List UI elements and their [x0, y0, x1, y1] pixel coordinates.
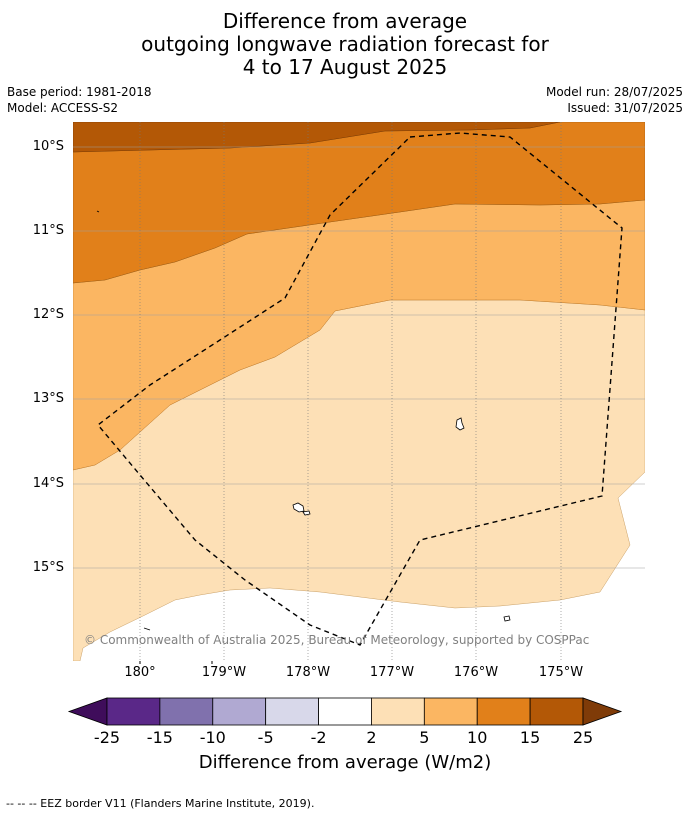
- copyright-notice: © Commonwealth of Australia 2025, Bureau…: [84, 633, 590, 647]
- model-run-text: Model run: 28/07/2025: [545, 85, 683, 99]
- lat-label-14s: 14°S: [32, 476, 64, 491]
- colorbar-tick-label: 10: [467, 728, 488, 747]
- colorbar-extend-low: [67, 697, 108, 726]
- colorbar-tick-label: -5: [257, 728, 274, 747]
- lat-label-15s: 15°S: [32, 560, 64, 575]
- colorbar-swatch: [318, 697, 372, 726]
- lon-label-177w: 177°W: [369, 665, 415, 680]
- model-text: Model: ACCESS-S2: [7, 101, 119, 115]
- lon-label-176w: 176°W: [453, 665, 499, 680]
- latitude-gridlines: [73, 146, 645, 569]
- issued-text: Issued: 31/07/2025: [567, 101, 683, 115]
- lat-label-13s: 13°S: [32, 391, 64, 406]
- band-15-to-25: [73, 122, 561, 153]
- lat-label-10s: 10°S: [32, 139, 64, 154]
- longitude-ticks: [139, 661, 213, 664]
- colorbar: [67, 697, 623, 726]
- colorbar-swatch: [212, 697, 267, 726]
- lat-label-11s: 11°S: [32, 223, 64, 238]
- colorbar-tick-label: 15: [519, 728, 541, 747]
- colorbar-tick-label: -2: [310, 728, 327, 747]
- lon-label-178w: 178°W: [285, 665, 331, 680]
- colorbar-tick-label: 25: [572, 728, 594, 747]
- colorbar-swatch: [371, 697, 425, 726]
- colorbar-swatch: [159, 697, 214, 726]
- colorbar-swatch: [265, 697, 319, 726]
- colorbar-swatch: [423, 697, 478, 726]
- title-line-3: 4 to 17 August 2025: [242, 55, 448, 79]
- colorbar-tick-label: 2: [366, 728, 377, 747]
- lat-label-12s: 12°S: [32, 307, 64, 322]
- eez-boundary-line: [96, 132, 623, 646]
- title-line-2: outgoing longwave radiation forecast for: [141, 32, 549, 56]
- anomaly-field: [73, 122, 645, 661]
- colorbar-swatch: [106, 697, 161, 726]
- lon-label-179w: 179°W: [201, 665, 247, 680]
- colorbar-tick-label: -15: [146, 728, 173, 747]
- colorbar-swatch: [529, 697, 584, 726]
- lon-label-180: 180°: [124, 665, 156, 680]
- colorbar-tick-label: -25: [93, 728, 121, 747]
- colorbar-extend-high: [582, 697, 623, 726]
- eez-legend-note: -- -- -- EEZ border V11 (Flanders Marine…: [6, 797, 315, 810]
- colorbar-swatch: [476, 697, 531, 726]
- title-line-1: Difference from average: [222, 9, 468, 33]
- colorbar-title: Difference from average (W/m2): [198, 752, 492, 773]
- colorbar-tick-label: -10: [199, 728, 226, 747]
- colorbar-tick-label: 5: [419, 728, 430, 747]
- lon-label-175w: 175°W: [538, 665, 584, 680]
- islands: [96, 210, 511, 631]
- base-period-text: Base period: 1981-2018: [7, 85, 152, 99]
